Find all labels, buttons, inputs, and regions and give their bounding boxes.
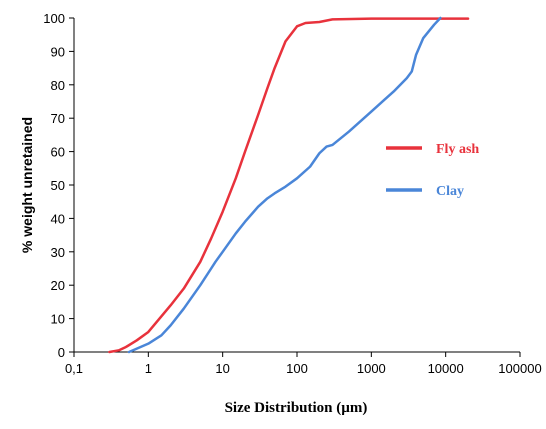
x-tick-label: 100 <box>286 361 308 376</box>
x-tick-label: 1 <box>145 361 152 376</box>
x-axis-label: Size Distribution (µm) <box>225 400 368 416</box>
y-tick-label: 50 <box>51 178 65 193</box>
y-axis-label: % weight unretained <box>19 117 35 253</box>
y-tick-label: 10 <box>51 312 65 327</box>
legend: Fly ash Clay <box>386 142 479 199</box>
axes: 0 10 20 30 40 50 60 70 80 90 100 0,1 1 10 100 1000 10000… <box>43 11 541 376</box>
clay-series-line <box>127 16 442 354</box>
x-tick-label: 100000 <box>498 361 541 376</box>
y-tick-label: 70 <box>51 111 65 126</box>
y-tick-label: 60 <box>51 145 65 160</box>
y-tick-label: 0 <box>58 345 65 360</box>
y-tick-label: 100 <box>43 11 65 26</box>
x-tick-label: 1000 <box>357 361 386 376</box>
x-tick-label: 10000 <box>428 361 464 376</box>
y-tick-label: 20 <box>51 278 65 293</box>
fly-ash-series-line <box>108 17 470 354</box>
fly-ash-legend-label: Fly ash <box>436 142 479 157</box>
x-tick-label: 10 <box>215 361 229 376</box>
y-tick-label: 90 <box>51 44 65 59</box>
clay-legend-label: Clay <box>436 184 464 199</box>
y-tick-label: 40 <box>51 211 65 226</box>
series-layer <box>108 16 470 354</box>
x-tick-label: 0,1 <box>65 361 83 376</box>
y-tick-label: 80 <box>51 78 65 93</box>
y-tick-label: 30 <box>51 245 65 260</box>
